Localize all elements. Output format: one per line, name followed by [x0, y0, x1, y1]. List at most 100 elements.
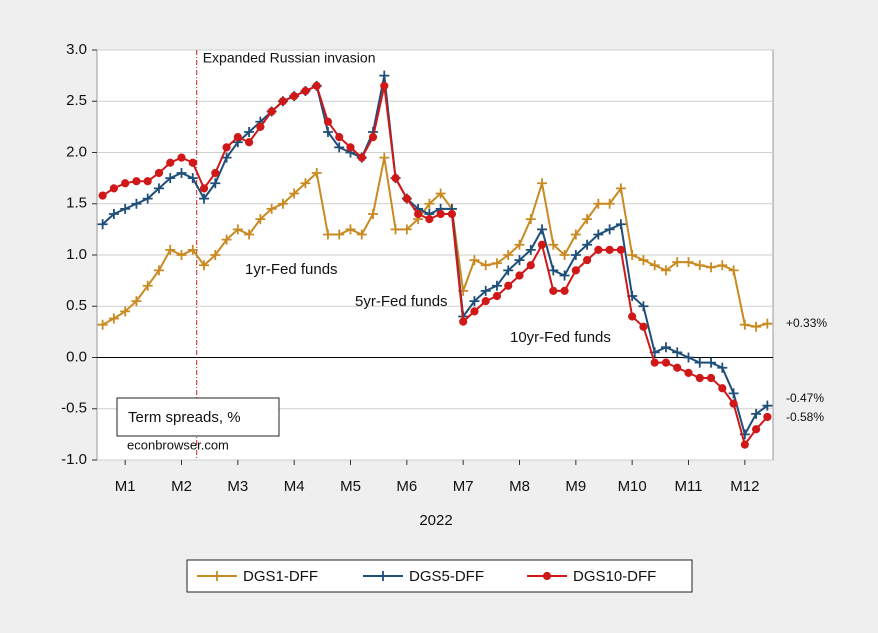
annotation: 5yr-Fed funds [355, 293, 448, 310]
x-tick-label: M1 [115, 478, 136, 495]
point [278, 97, 287, 106]
point [356, 229, 367, 240]
point [491, 258, 502, 269]
point [368, 209, 379, 219]
point [503, 250, 514, 260]
point [570, 229, 581, 240]
point [604, 224, 615, 235]
y-tick-label: 3.0 [66, 41, 87, 58]
y-tick-label: 2.5 [66, 92, 87, 109]
y-tick-label: 1.0 [66, 246, 87, 263]
point [706, 373, 716, 383]
point [97, 319, 108, 330]
point [424, 198, 435, 209]
x-tick-label: M7 [453, 478, 474, 495]
point [357, 153, 366, 162]
point [165, 173, 176, 184]
point [176, 250, 187, 260]
event-label: Expanded Russian invasion [203, 50, 376, 66]
point [480, 260, 491, 271]
point [142, 280, 153, 291]
x-tick-label: M2 [171, 478, 192, 495]
point [436, 209, 445, 219]
x-tick-label: M12 [730, 478, 759, 495]
annotation: 1yr-Fed funds [245, 261, 338, 278]
point [514, 239, 525, 250]
point [762, 400, 773, 411]
point [660, 342, 671, 353]
point [492, 291, 502, 301]
point [199, 193, 210, 204]
point [334, 142, 345, 153]
point [481, 297, 490, 306]
point [469, 255, 480, 266]
point [728, 265, 739, 276]
point [549, 286, 558, 295]
x-tick-label: M3 [227, 478, 248, 495]
x-tick-label: M4 [284, 478, 305, 495]
point [583, 256, 592, 265]
point [245, 138, 254, 147]
legend-marker [378, 571, 388, 581]
x-tick-label: M9 [565, 478, 586, 495]
point [615, 219, 626, 230]
point [290, 92, 299, 101]
point [380, 81, 389, 90]
end-label: +0.33% [786, 316, 827, 330]
point [267, 107, 276, 116]
legend-label: DGS5-DFF [409, 568, 484, 585]
point [391, 174, 400, 183]
point [717, 362, 728, 373]
point [390, 224, 401, 235]
point [628, 312, 637, 321]
point [548, 265, 559, 276]
point [480, 285, 491, 296]
point [368, 133, 378, 142]
point [762, 318, 773, 329]
point [221, 234, 232, 245]
point [660, 265, 671, 276]
point [694, 357, 705, 368]
legend-label: DGS10-DFF [573, 568, 656, 585]
legend [186, 559, 693, 593]
point [177, 153, 186, 162]
y-tick-label: -1.0 [61, 451, 87, 468]
point [740, 440, 749, 449]
title-box [116, 397, 280, 437]
point [728, 388, 739, 399]
point [244, 229, 255, 240]
point [683, 352, 694, 363]
point [131, 198, 142, 209]
point [752, 425, 761, 434]
point [322, 127, 333, 137]
point [649, 260, 660, 271]
point [199, 260, 210, 271]
point [211, 168, 220, 178]
point [672, 257, 683, 268]
chart-title: Term spreads, % [128, 409, 241, 426]
point [199, 184, 209, 193]
point [300, 178, 311, 189]
point [266, 203, 277, 214]
source: econbrowser.com [127, 437, 229, 452]
point [718, 384, 727, 393]
point [459, 317, 468, 326]
point [153, 183, 164, 194]
point [222, 143, 231, 152]
point [673, 363, 682, 372]
point [109, 184, 119, 193]
point [323, 117, 333, 126]
point [537, 178, 548, 189]
point [537, 240, 547, 249]
point [491, 280, 502, 291]
point [717, 260, 728, 271]
point [694, 260, 705, 271]
point [153, 265, 164, 276]
point [311, 168, 322, 178]
marks [97, 70, 773, 449]
point [402, 194, 411, 203]
y-tick-label: 2.0 [66, 143, 87, 160]
point [504, 281, 513, 290]
y-tick-label: 1.5 [66, 195, 87, 212]
